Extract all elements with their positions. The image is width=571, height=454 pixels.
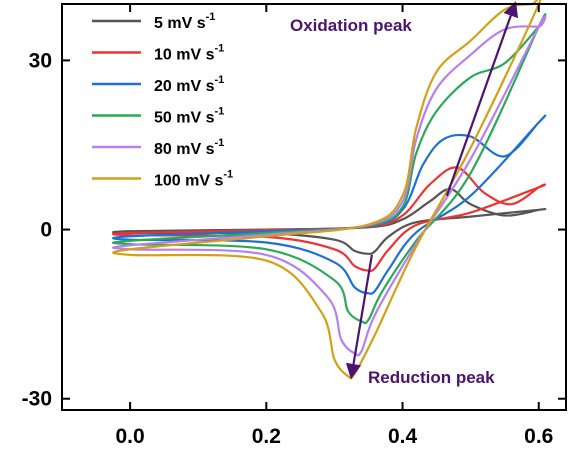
legend-label-6: 100 mV s-1 (154, 169, 233, 190)
reduction-peak-label: Reduction peak (368, 368, 495, 387)
series-line-4 (111, 13, 547, 325)
x-tick-label: 0.0 (116, 425, 145, 448)
plot-frame (61, 3, 567, 411)
series-line-6 (111, 0, 542, 380)
x-tick-label: 0.4 (388, 425, 418, 448)
y-tick-label: 0 (40, 219, 52, 242)
annotation-layer: Oxidation peak Reduction peak (290, 1, 519, 387)
series-line-2 (111, 166, 547, 272)
axis-layer: 0.0 0.2 0.4 0.6 -30 0 30 (22, 4, 566, 448)
legend-label-1: 5 mV s-1 (154, 11, 215, 32)
x-tick-label: 0.2 (252, 425, 281, 448)
legend-label-5: 80 mV s-1 (154, 137, 224, 158)
y-tick-label: -30 (22, 388, 52, 411)
annotation-arrow-1 (445, 1, 519, 197)
legend-label-3: 20 mV s-1 (154, 74, 224, 95)
legend-label-2: 10 mV s-1 (154, 43, 224, 64)
legend-label-4: 50 mV s-1 (154, 106, 224, 127)
oxidation-peak-label: Oxidation peak (290, 16, 412, 35)
annotation-arrow-2 (345, 254, 373, 380)
legend: 5 mV s-1 10 mV s-1 20 mV s-1 50 mV s-1 80 mV… (92, 11, 233, 190)
x-tick-label: 0.6 (524, 425, 553, 448)
series-line-5 (111, 15, 547, 357)
y-tick-label: 30 (29, 49, 52, 72)
series-line-1 (111, 187, 547, 255)
series-layer (111, 0, 547, 380)
